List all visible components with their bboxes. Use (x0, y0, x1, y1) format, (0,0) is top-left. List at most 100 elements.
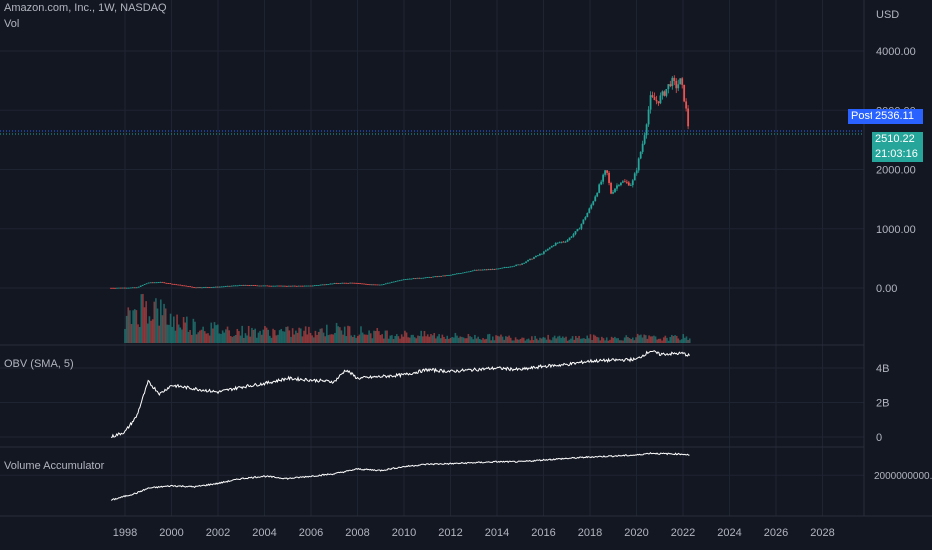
price-candle-body (406, 278, 409, 280)
volume-bar (301, 336, 304, 343)
price-candle-body (327, 284, 330, 285)
volume-bar (389, 335, 392, 343)
price-candle-body (497, 268, 500, 270)
volume-bar (640, 334, 642, 343)
volume-bar (290, 336, 292, 343)
price-candle-body (655, 100, 658, 102)
price-candle-body (272, 285, 275, 287)
price-candle-body (189, 286, 191, 288)
volume-bar (557, 336, 559, 343)
volume-bar (387, 338, 390, 343)
price-candle-body (139, 285, 142, 287)
price-candle-body (264, 285, 267, 287)
price-candle-body (631, 180, 634, 186)
volume-bar (669, 336, 672, 343)
volume-bar (283, 331, 286, 343)
volume-bar (155, 298, 157, 343)
price-candle-body (596, 192, 599, 197)
price-candle-body (515, 264, 518, 266)
vacc-pane-title[interactable]: Volume Accumulator (4, 460, 105, 472)
volume-bar (643, 334, 645, 343)
price-candle-body (125, 287, 128, 289)
price-candle-body (347, 282, 350, 284)
volume-bar (127, 307, 130, 343)
volume-bar (522, 337, 525, 343)
price-candle-body (562, 241, 565, 243)
volume-bar (373, 330, 375, 343)
volume-bar (535, 338, 538, 343)
price-candle-body (323, 284, 326, 286)
price-candle-body (386, 282, 389, 284)
volume-bar (220, 333, 222, 343)
price-candle-body (566, 239, 569, 242)
volume-bar (439, 338, 442, 343)
price-candle-body (546, 248, 549, 251)
volume-bar (659, 338, 662, 343)
volume-bar (607, 340, 610, 343)
price-candle-body (185, 285, 188, 287)
price-candle-body (432, 276, 435, 278)
price-candle-body (550, 246, 553, 248)
time-axis-tick-label: 2026 (764, 527, 788, 539)
volume-bar (321, 328, 323, 343)
volume-bar (443, 336, 445, 343)
price-candle-body (155, 282, 158, 284)
volume-bar (345, 336, 348, 343)
volume-bar (540, 338, 543, 343)
price-candle-body (260, 285, 263, 287)
volume-bar (583, 338, 585, 343)
price-candle-body (305, 285, 308, 287)
price-candle-body (580, 223, 583, 229)
price-candle-body (216, 286, 219, 288)
volume-bar (326, 324, 328, 343)
volume-bar (275, 335, 278, 343)
obv-pane-title[interactable]: OBV (SMA, 5) (4, 358, 74, 370)
price-candle-body (242, 284, 245, 286)
volume-bar (176, 314, 178, 343)
volume-bar (601, 336, 603, 343)
volume-bar (671, 334, 673, 343)
price-candle-body (525, 261, 527, 263)
price-candle-body (578, 228, 581, 230)
price-candle-body (256, 285, 259, 287)
volume-bar (433, 332, 436, 343)
price-candle-body (495, 268, 498, 270)
price-candle-body (469, 271, 472, 272)
volume-bar (470, 337, 473, 343)
price-candle-body (483, 269, 486, 271)
volume-bar (544, 337, 546, 343)
volume-bar (410, 334, 413, 343)
price-candle-body (123, 287, 126, 289)
volume-bar (288, 330, 291, 343)
price-candle-body (647, 109, 650, 125)
volume-bar (542, 337, 545, 343)
volume-bar (563, 337, 566, 343)
price-candle-body (420, 277, 423, 279)
volume-bar (581, 338, 584, 343)
volume-bar (340, 330, 343, 343)
volume-bar (503, 339, 506, 343)
volume-bar (529, 340, 532, 343)
volume-bar (492, 336, 494, 343)
volume-bar (537, 340, 540, 343)
volume-bar (451, 336, 453, 343)
volume-bar (545, 339, 548, 343)
volume-bar (221, 330, 224, 343)
symbol-title[interactable]: Amazon.com, Inc., 1W, NASDAQ (4, 2, 167, 14)
volume-bar (448, 338, 450, 343)
volume-accumulator-line (110, 451, 690, 501)
volume-bar (358, 334, 361, 343)
volume-bar (633, 340, 636, 343)
volume-bar (256, 337, 258, 343)
price-candle-body (380, 284, 383, 286)
volume-bar (394, 336, 396, 343)
price-candle-body (390, 281, 393, 283)
volume-bar (628, 337, 631, 343)
volume-bar (260, 334, 263, 343)
price-candle-body (311, 285, 314, 287)
price-candle-body (554, 243, 557, 246)
volume-bar (568, 339, 571, 343)
volume-label[interactable]: Vol (4, 18, 20, 30)
price-axis-tick-label: 0.00 (876, 283, 897, 295)
